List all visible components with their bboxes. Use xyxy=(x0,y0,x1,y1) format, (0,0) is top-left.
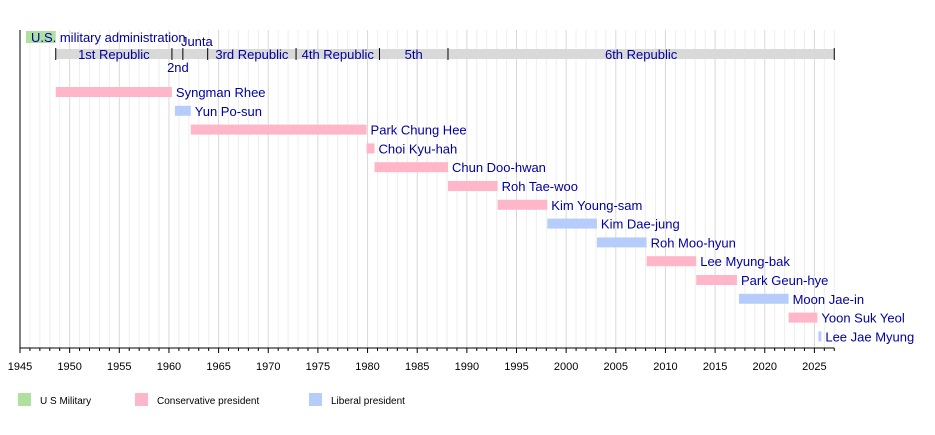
legend-swatch-military xyxy=(18,393,31,406)
president-bar xyxy=(374,162,448,173)
president-bar xyxy=(646,256,697,267)
legend-swatch-conservative xyxy=(135,393,148,406)
era-bar xyxy=(182,49,208,59)
president-bar xyxy=(366,143,375,154)
era-label: Junta xyxy=(181,34,214,49)
president-label: Roh Moo-hyun xyxy=(651,235,736,250)
x-tick-label: 1945 xyxy=(8,361,32,373)
president-label: Yoon Suk Yeol xyxy=(821,311,904,326)
president-label: Chun Doo-hwan xyxy=(452,160,546,175)
president-bar xyxy=(788,312,818,323)
x-tick-label: 2020 xyxy=(753,361,777,373)
president-label: Roh Tae-woo xyxy=(502,179,578,194)
president-bar xyxy=(738,293,789,304)
president-label: Yun Po-sun xyxy=(195,104,262,119)
president-label: Syngman Rhee xyxy=(176,85,266,100)
era-label: 4th Republic xyxy=(302,47,375,62)
president-label: Moon Jae-in xyxy=(793,292,865,307)
x-tick-label: 1970 xyxy=(256,361,280,373)
x-tick-label: 2010 xyxy=(653,361,677,373)
president-bar xyxy=(497,199,548,210)
legend-label: Liberal president xyxy=(331,396,405,407)
era-label: 5th xyxy=(405,47,423,62)
era-label: 6th Republic xyxy=(605,47,678,62)
era-bar xyxy=(447,49,835,59)
president-label: Choi Kyu-hah xyxy=(379,141,458,156)
era-label: 2nd xyxy=(167,60,189,75)
president-label: Lee Jae Myung xyxy=(825,329,914,344)
legend-label: Conservative president xyxy=(157,396,259,407)
era-label: U.S. military administration xyxy=(31,30,186,45)
president-bar xyxy=(190,124,367,135)
x-tick-label: 2025 xyxy=(802,361,826,373)
era-bar xyxy=(296,49,380,59)
era-bar-military xyxy=(25,31,56,43)
era-bar xyxy=(207,49,297,59)
era-bar xyxy=(171,49,183,59)
president-label: Park Chung Hee xyxy=(371,123,467,138)
legend-swatch-liberal xyxy=(309,393,322,406)
era-bar xyxy=(55,49,172,59)
legend-label: U S Military xyxy=(40,396,91,407)
president-bar xyxy=(696,275,737,285)
president-bar xyxy=(818,331,822,342)
x-tick-label: 1990 xyxy=(455,361,479,373)
x-tick-label: 1950 xyxy=(57,361,81,373)
x-tick-label: 2000 xyxy=(554,361,578,373)
president-label: Lee Myung-bak xyxy=(700,254,790,269)
president-bar xyxy=(55,87,172,97)
x-tick-label: 1995 xyxy=(504,361,528,373)
x-tick-label: 1965 xyxy=(206,361,230,373)
x-tick-label: 2005 xyxy=(604,361,628,373)
era-label: 3rd Republic xyxy=(215,47,288,62)
x-tick-label: 1955 xyxy=(107,361,131,373)
x-tick-label: 1980 xyxy=(355,361,379,373)
era-bar xyxy=(379,49,448,59)
x-tick-label: 1960 xyxy=(157,361,181,373)
president-bar xyxy=(596,237,647,248)
president-bar xyxy=(547,218,597,229)
x-tick-label: 1975 xyxy=(306,361,330,373)
x-tick-label: 1985 xyxy=(405,361,429,373)
president-label: Kim Dae-jung xyxy=(601,217,680,232)
president-label: Kim Young-sam xyxy=(551,198,642,213)
president-label: Park Geun-hye xyxy=(741,273,828,288)
president-bar xyxy=(174,105,191,116)
president-bar xyxy=(447,181,498,191)
x-tick-label: 2015 xyxy=(703,361,727,373)
era-label: 1st Republic xyxy=(78,47,150,62)
